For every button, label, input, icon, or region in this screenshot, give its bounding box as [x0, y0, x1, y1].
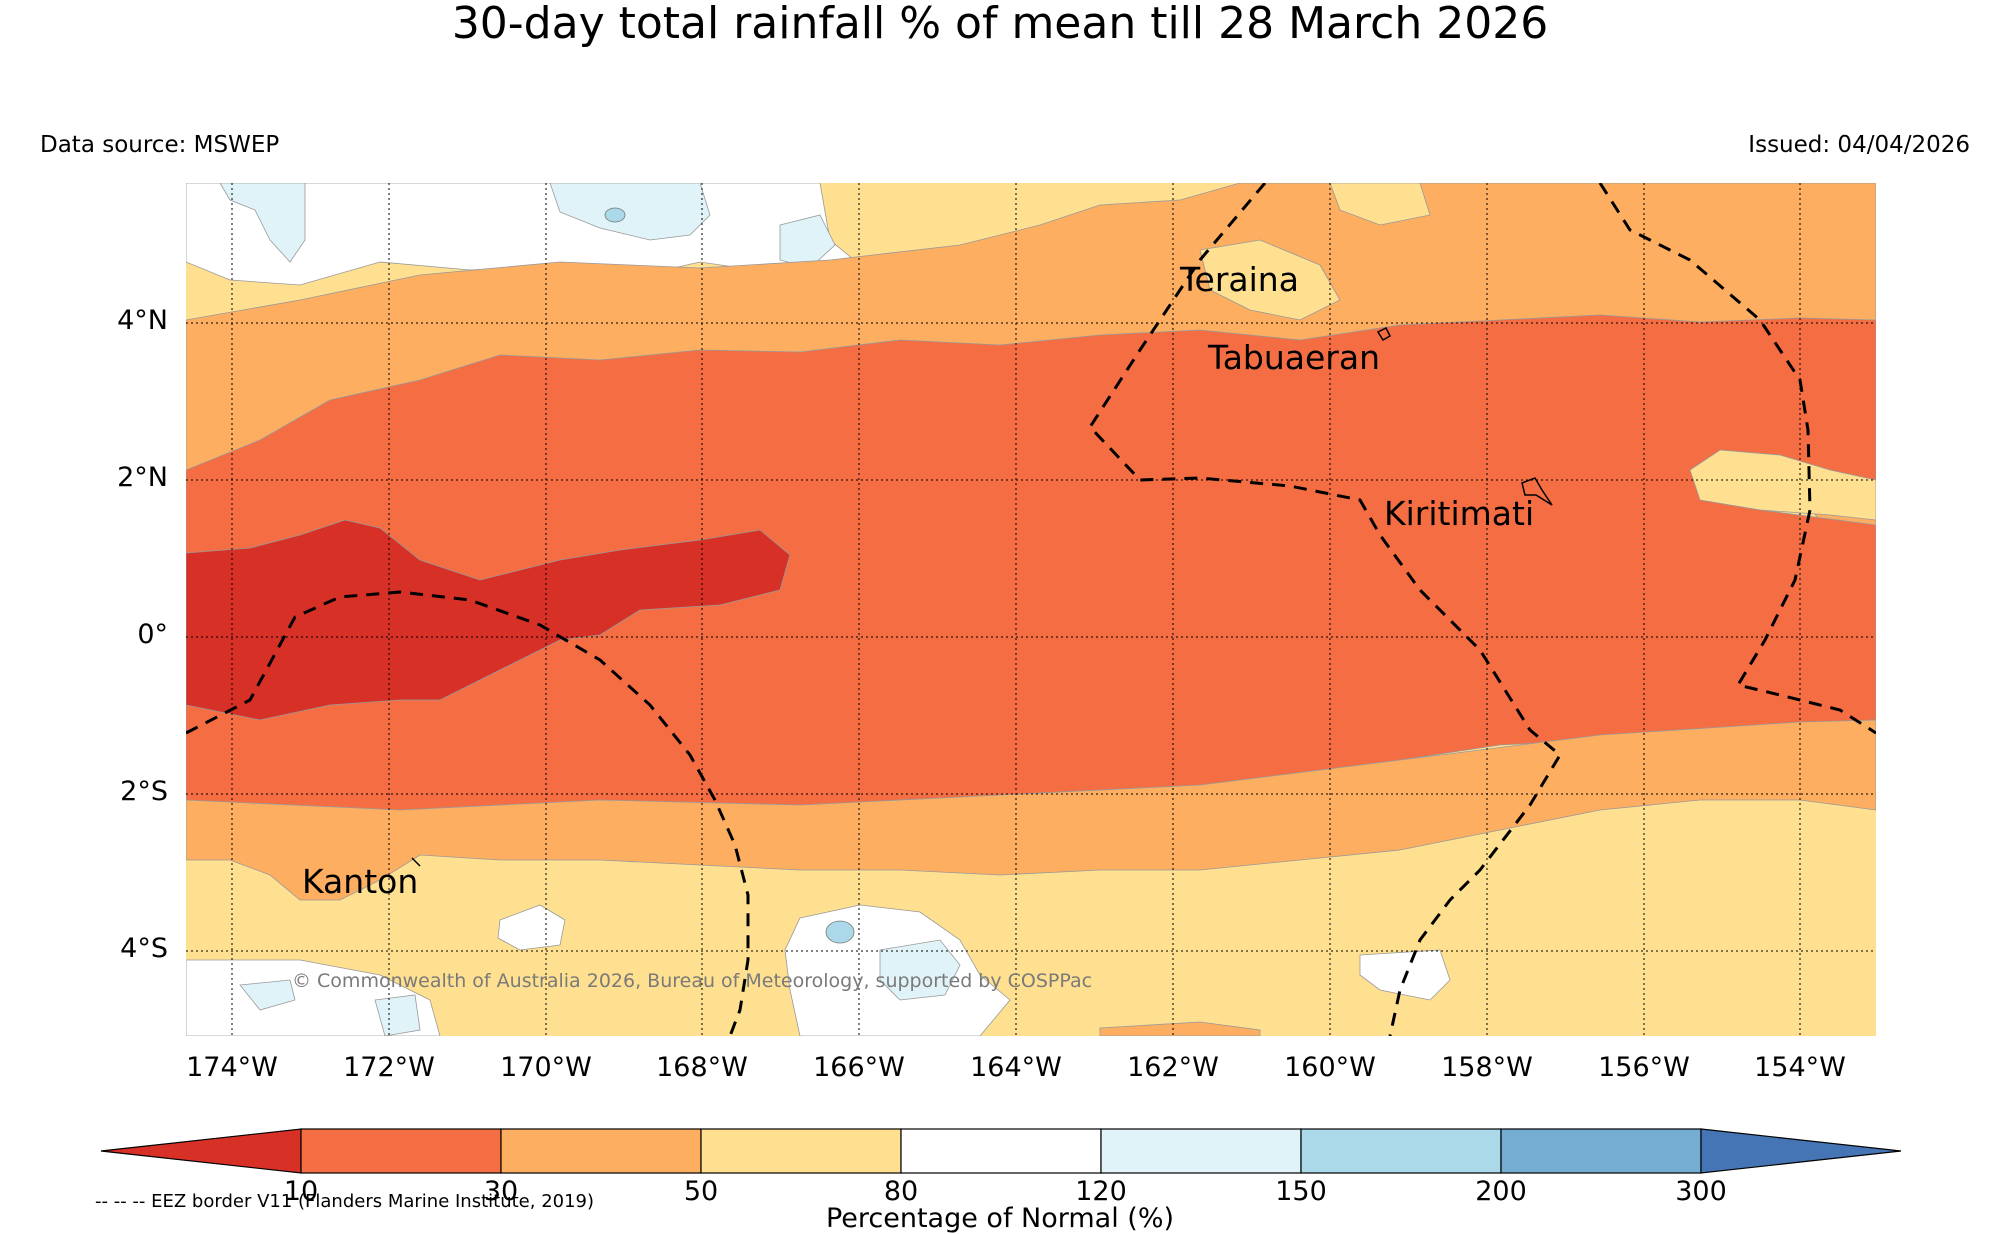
colorbar-bin-10-30: [300, 1128, 502, 1174]
eez-border-east: [1598, 183, 1876, 735]
place-label-teraina: Teraina: [1180, 260, 1299, 299]
eez-border-line-islands: [1088, 183, 1562, 1036]
colorbar-bin-80-120: [900, 1128, 1102, 1174]
band-30-50-south: [186, 719, 1876, 901]
lon-label-156w: 156°W: [1598, 1052, 1690, 1083]
colorbar: [100, 1128, 1902, 1174]
lon-label-158w: 158°W: [1441, 1052, 1533, 1083]
lon-label-168w: 168°W: [656, 1052, 748, 1083]
copyright-notice: © Commonwealth of Australia 2026, Bureau…: [292, 970, 1093, 992]
lon-label-160w: 160°W: [1284, 1052, 1376, 1083]
data-source-label: Data source: MSWEP: [40, 132, 280, 158]
issued-date-label: Issued: 04/04/2026: [1748, 132, 1970, 158]
blue-spot-north: [604, 207, 626, 223]
colorbar-tick-50: 50: [683, 1176, 719, 1207]
place-label-kiritimati: Kiritimati: [1384, 494, 1535, 533]
white-patch-southwest: [186, 959, 441, 1036]
band-below-10: [186, 519, 791, 721]
colorbar-bin-50-80: [700, 1128, 902, 1174]
place-label-tabuaeran: Tabuaeran: [1208, 338, 1381, 377]
colorbar-bin-30-50: [500, 1128, 702, 1174]
rainfall-field: [186, 183, 1876, 1036]
graticule: [186, 183, 1876, 1036]
lat-label-4s: 4°S: [120, 933, 168, 964]
lon-label-154w: 154°W: [1754, 1052, 1846, 1083]
lightblue-patch-north: [219, 183, 306, 263]
lightblue-patch-south: [879, 939, 961, 1001]
lon-label-164w: 164°W: [970, 1052, 1062, 1083]
colorbar-tick-10: 10: [283, 1176, 319, 1207]
lon-label-170w: 170°W: [500, 1052, 592, 1083]
colorbar-tick-80: 80: [883, 1176, 919, 1207]
colorbar-tick-200: 200: [1475, 1176, 1527, 1207]
lightblue-patch-southwest: [239, 979, 296, 1011]
lon-label-172w: 172°W: [343, 1052, 435, 1083]
eez-borders: [186, 183, 1876, 1036]
kanton-island-icon: [411, 857, 421, 867]
lon-label-162w: 162°W: [1127, 1052, 1219, 1083]
colorbar-extend-high: [1700, 1128, 1902, 1174]
lat-label-4n: 4°N: [117, 305, 168, 336]
colorbar-extend-low: [100, 1128, 302, 1174]
yellow-patch-north-east: [1329, 183, 1431, 226]
colorbar-tick-150: 150: [1275, 1176, 1327, 1207]
lightblue-patch-north-3: [779, 214, 836, 269]
tabuaeran-island-icon: [1376, 326, 1391, 342]
colorbar-bin-200-300: [1500, 1128, 1702, 1174]
colorbar-tick-30: 30: [483, 1176, 519, 1207]
blue-spot-south: [825, 920, 855, 944]
kiritimati-island-icon: [1521, 477, 1553, 506]
colorbar-tick-120: 120: [1075, 1176, 1127, 1207]
white-patch-south-1: [497, 904, 566, 951]
lon-label-174w: 174°W: [186, 1052, 278, 1083]
yellow-patch-teraina: [1199, 239, 1341, 321]
lat-label-0: 0°: [137, 619, 168, 650]
lat-label-2s: 2°S: [120, 776, 168, 807]
orange-strip-bottom: [1099, 1021, 1261, 1036]
lightblue-patch-southwest-2: [374, 994, 421, 1036]
colorbar-bin-120-150: [1100, 1128, 1302, 1174]
lat-label-2n: 2°N: [117, 462, 168, 493]
lon-label-166w: 166°W: [813, 1052, 905, 1083]
colorbar-bin-150-200: [1300, 1128, 1502, 1174]
eez-border-legend-note: -- -- -- EEZ border V11 (Flanders Marine…: [95, 1191, 595, 1212]
map-title: 30-day total rainfall % of mean till 28 …: [451, 0, 1549, 49]
place-label-kanton: Kanton: [302, 862, 419, 901]
colorbar-tick-300: 300: [1675, 1176, 1727, 1207]
